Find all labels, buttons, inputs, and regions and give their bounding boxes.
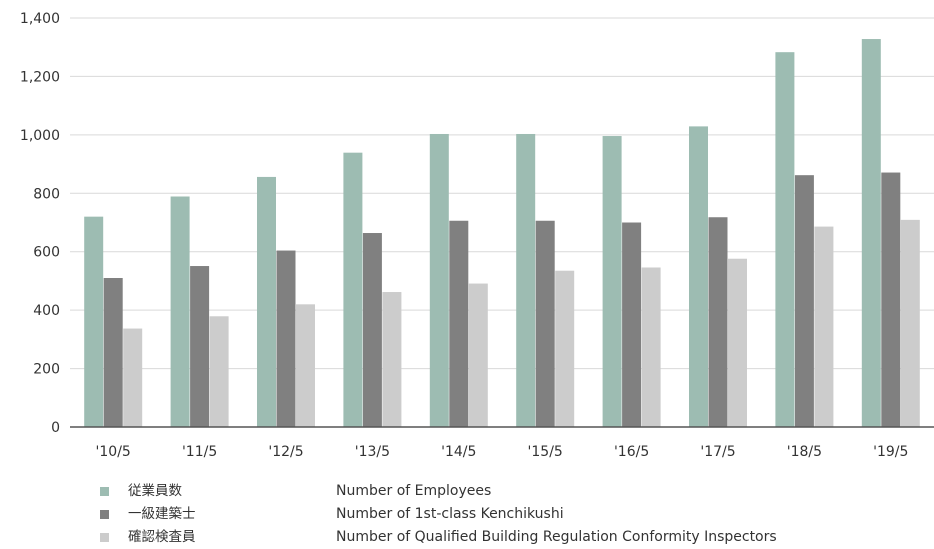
bar <box>535 220 555 427</box>
bar <box>276 250 296 427</box>
y-tick-label: 1,000 <box>20 128 60 144</box>
bar <box>602 136 622 428</box>
y-tick-label: 0 <box>51 420 60 436</box>
legend-label-jp: 確認検査員 <box>128 529 196 545</box>
legend-item-inspectors: 確認検査員 Number of Qualified Building Regul… <box>100 526 920 549</box>
bar <box>170 196 190 427</box>
bar <box>814 226 834 427</box>
bars <box>84 39 920 428</box>
bar <box>123 328 143 427</box>
y-tick-label: 200 <box>33 362 60 378</box>
legend-label-jp: 従業員数 <box>128 483 182 499</box>
y-tick-label: 400 <box>33 303 60 319</box>
bar <box>708 217 728 427</box>
legend-label-en: Number of 1st-class Kenchikushi <box>336 506 564 522</box>
x-tick-label: '18/5 <box>787 444 822 460</box>
bar <box>881 172 901 427</box>
bar <box>900 219 920 427</box>
legend-label-en: Number of Employees <box>336 483 492 499</box>
x-axis-ticks: '10/5 '11/5 '12/5 '13/5 '14/5 '15/5 '16/5 '17/5… <box>96 444 909 460</box>
legend-label-jp: 一級建築士 <box>128 506 196 522</box>
bar <box>343 152 363 427</box>
bar <box>641 267 661 427</box>
x-tick-label: '11/5 <box>182 444 217 460</box>
legend-label-en: Number of Qualified Building Regulation … <box>336 529 777 545</box>
y-tick-label: 800 <box>33 186 60 202</box>
bar <box>689 126 708 427</box>
legend: 従業員数 Number of Employees 一級建築士 Number of… <box>100 480 920 549</box>
bar <box>516 133 536 427</box>
bar <box>449 220 469 427</box>
bar <box>382 292 402 427</box>
bar <box>103 278 123 427</box>
x-tick-label: '14/5 <box>441 444 476 460</box>
bar <box>622 222 642 427</box>
x-tick-label: '10/5 <box>96 444 131 460</box>
bar <box>257 176 276 427</box>
x-tick-label: '19/5 <box>873 444 908 460</box>
legend-item-employees: 従業員数 Number of Employees <box>100 480 920 503</box>
x-tick-label: '12/5 <box>268 444 303 460</box>
bar <box>861 39 881 427</box>
bar <box>362 233 382 427</box>
bar <box>468 283 488 427</box>
y-tick-label: 1,400 <box>20 11 60 27</box>
bar <box>84 216 104 427</box>
bar <box>296 304 315 427</box>
legend-swatch-employees <box>100 487 109 496</box>
x-tick-label: '17/5 <box>700 444 735 460</box>
bar <box>775 52 795 427</box>
y-axis-ticks: 0 200 400 600 800 1,000 1,200 1,400 <box>20 11 60 436</box>
bar <box>190 266 210 427</box>
gridlines <box>70 17 934 370</box>
legend-swatch-inspectors <box>100 533 109 542</box>
bar <box>209 316 229 427</box>
legend-swatch-kenchikushi <box>100 510 109 519</box>
x-tick-label: '13/5 <box>355 444 390 460</box>
y-tick-label: 1,200 <box>20 69 60 85</box>
bar <box>728 258 747 427</box>
x-tick-label: '16/5 <box>614 444 649 460</box>
bar <box>555 270 575 427</box>
bar <box>429 133 449 427</box>
legend-item-kenchikushi: 一級建築士 Number of 1st-class Kenchikushi <box>100 503 920 526</box>
y-tick-label: 600 <box>33 245 60 261</box>
x-tick-label: '15/5 <box>528 444 563 460</box>
bar <box>794 175 814 427</box>
